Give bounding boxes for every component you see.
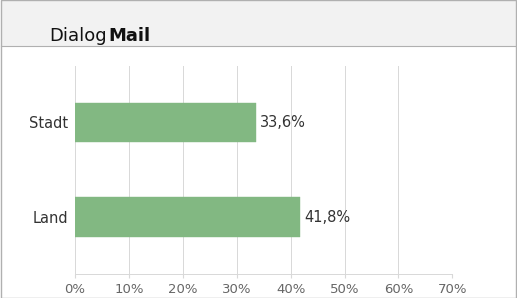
Text: Mail: Mail (109, 27, 150, 45)
Bar (75, 197, 300, 237)
Text: 33,6%: 33,6% (261, 115, 306, 130)
Text: 41,8%: 41,8% (305, 210, 351, 225)
Bar (75, 103, 256, 142)
Text: Dialog: Dialog (49, 27, 107, 45)
